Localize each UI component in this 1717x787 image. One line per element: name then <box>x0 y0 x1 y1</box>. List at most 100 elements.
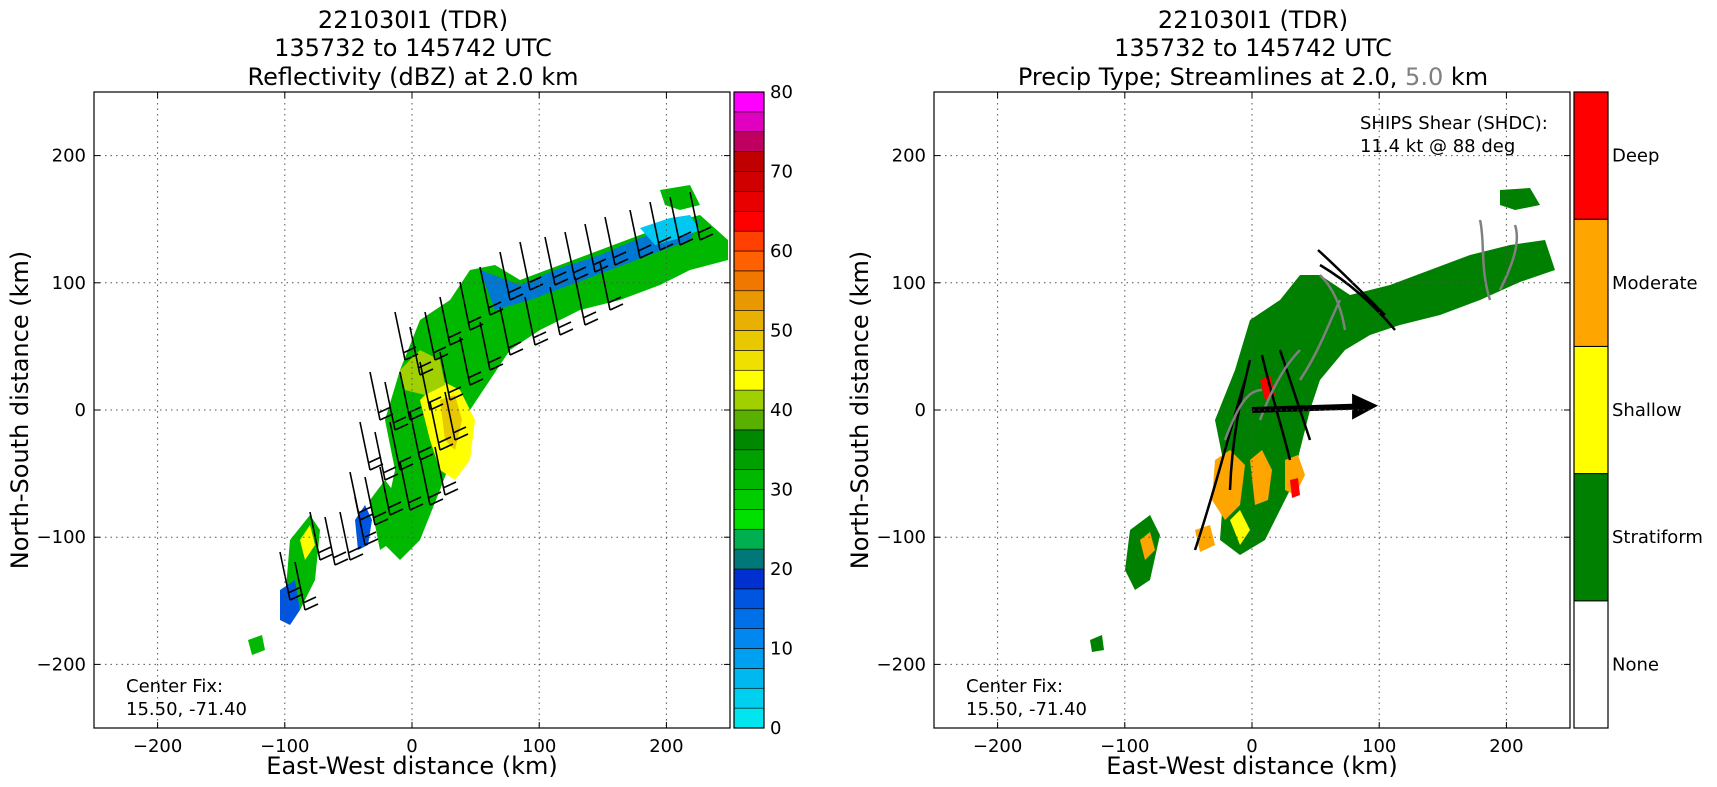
echo-sw-1 <box>370 480 400 550</box>
colorbar-segment <box>733 608 765 629</box>
colorbar-tick-label: 10 <box>770 639 793 660</box>
streamline-5km <box>1298 299 1342 381</box>
colorbar-segment <box>733 350 765 371</box>
colorbar-segment <box>733 489 765 510</box>
colorbar-segment <box>733 369 765 391</box>
colorbar-tick-label: 60 <box>770 241 793 262</box>
colorbar-segment <box>733 389 765 411</box>
precip-category-swatch <box>1573 91 1609 220</box>
wind-barb-flag <box>319 553 334 561</box>
precip-category-label: Moderate <box>1612 273 1698 294</box>
wind-barb-flag <box>289 593 304 601</box>
wind-barb-flag <box>332 551 347 559</box>
wind-barb-flag <box>584 318 599 326</box>
wind-barb-flag <box>609 303 624 311</box>
wind-barb-flag <box>287 586 302 594</box>
deep-cell <box>1290 478 1300 498</box>
wind-barb-flag <box>444 488 459 496</box>
precip-category-label: Stratiform <box>1612 527 1703 548</box>
colorbar-segment <box>733 91 765 113</box>
x-tick-label: 0 <box>406 736 417 757</box>
left-title-line-1: 221030I1 (TDR) <box>318 6 508 34</box>
shear-arrow-shaft <box>1251 403 1357 413</box>
wind-barb-flag <box>317 546 332 554</box>
precip-category-swatch <box>1573 600 1609 729</box>
wind-barb-flag <box>699 233 714 241</box>
right-title-line-1: 221030I1 (TDR) <box>1158 6 1348 34</box>
wind-barb-flag <box>529 283 544 291</box>
right-title-part-unit: km <box>1443 63 1488 91</box>
colorbar-segment <box>733 270 765 292</box>
shear-arrow-head <box>1352 393 1379 420</box>
wind-barb-flag <box>582 311 597 319</box>
wind-barb-flag <box>697 226 712 234</box>
echo-green-main <box>380 215 728 560</box>
wind-barb-flag <box>302 596 317 604</box>
wind-barb-flag <box>447 386 462 394</box>
y-tick-label: 0 <box>75 400 86 421</box>
wind-barb-flag <box>507 341 522 349</box>
colorbar-segment <box>733 310 765 331</box>
left-center-fix-label: Center Fix: <box>126 676 223 697</box>
y-tick-label: 200 <box>892 146 926 167</box>
wind-barb-flag <box>442 481 457 489</box>
y-tick-label: −200 <box>877 654 926 675</box>
wind-barb-flag <box>557 321 572 329</box>
colorbar-segment <box>733 469 765 490</box>
precip-category-swatch <box>1573 473 1609 602</box>
wind-barb-flag <box>574 273 589 281</box>
shallow-cell-1 <box>1230 510 1250 545</box>
wind-barb-flag <box>467 371 482 379</box>
y-tick-label: 200 <box>52 146 86 167</box>
wind-barb-flag <box>657 236 672 244</box>
colorbar-segment <box>733 171 765 192</box>
wind-barb-flag <box>439 443 454 451</box>
wind-barb-flag <box>552 271 567 279</box>
wind-barb-flag <box>409 503 424 511</box>
colorbar-segment <box>733 330 765 351</box>
right-plot-area: −200 −100 0 100 200 −200 −100 0 100 200 Center F… <box>877 91 1571 757</box>
left-y-axis-label: North-South distance (km) <box>6 251 34 570</box>
wind-barb-flag <box>607 296 622 304</box>
x-tick-label: 0 <box>1246 736 1257 757</box>
shear-value: 11.4 kt @ 88 deg <box>1360 136 1515 157</box>
wind-barb-flag <box>592 258 607 266</box>
wind-barb-flag <box>369 463 384 471</box>
streamline-2km <box>1278 349 1312 441</box>
wind-barb-flag <box>347 546 362 554</box>
colorbar-segment <box>733 528 765 550</box>
precip-type-colorbar-labels: None Stratiform Shallow Moderate Deep <box>1612 146 1703 676</box>
wind-barb-flag <box>362 531 377 539</box>
streamline-2km <box>1260 354 1292 461</box>
wind-barb-flag <box>507 286 522 294</box>
colorbar-segment <box>733 588 765 610</box>
wind-barb-flag <box>554 278 569 286</box>
colorbar-segment <box>733 151 765 172</box>
wind-barb-flag <box>392 416 407 424</box>
right-title-part-gray: 5.0 <box>1405 63 1443 91</box>
wind-barb-flag <box>612 251 627 259</box>
echo-ne-cell <box>660 185 700 210</box>
wind-barb-flag <box>364 538 379 546</box>
precip-category-swatch <box>1573 218 1609 347</box>
wind-barb-flag <box>382 466 397 474</box>
stratiform-main <box>1215 240 1555 555</box>
wind-barbs <box>279 191 714 611</box>
colorbar-tick-label: 20 <box>770 559 793 580</box>
shear-vector-arrow <box>1251 393 1379 420</box>
wind-barb-flag <box>639 251 654 259</box>
colorbar-segment <box>733 111 765 133</box>
wind-barb-flag <box>447 331 462 339</box>
colorbar-segment <box>733 668 765 689</box>
wind-barb-flag <box>559 328 574 336</box>
colorbar-segment <box>733 290 765 311</box>
x-tick-label: −100 <box>260 736 309 757</box>
left-x-axis-label: East-West distance (km) <box>266 752 557 780</box>
wind-barb-flag <box>304 603 319 611</box>
colorbar-segment <box>733 509 765 530</box>
wind-barb-flag <box>487 301 502 309</box>
wind-barb-flag <box>454 433 469 441</box>
left-plot-area: −200 −100 0 100 200 −200 −100 0 100 200 Center F… <box>37 91 731 757</box>
colorbar-tick-label: 50 <box>770 321 793 342</box>
reflectivity-field <box>248 185 728 655</box>
